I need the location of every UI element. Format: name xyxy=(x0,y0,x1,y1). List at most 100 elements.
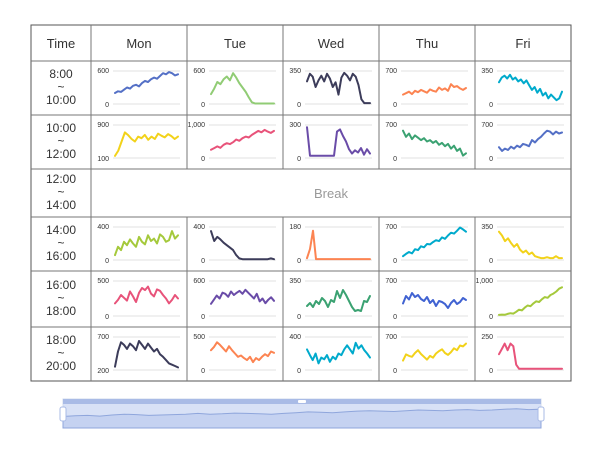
tick-label-min: 0 xyxy=(393,102,397,109)
slot-separator: ~ xyxy=(57,185,64,199)
tick-label-min: 0 xyxy=(489,156,493,163)
slot-end-label: 16:00 xyxy=(46,249,76,263)
tick-label-min: 0 xyxy=(489,102,493,109)
tick-label-min: 0 xyxy=(105,258,109,265)
zoom-slider-handle-right[interactable] xyxy=(537,406,545,422)
slot-separator: ~ xyxy=(57,134,64,148)
tick-label-min: 0 xyxy=(393,314,397,321)
tick-label-max: 700 xyxy=(97,334,109,341)
tick-label-max: 180 xyxy=(289,224,301,231)
tick-label-min: 0 xyxy=(297,314,301,321)
tick-label-max: 400 xyxy=(97,224,109,231)
tick-label-min: 0 xyxy=(201,156,205,163)
zoom-slider-preview-area xyxy=(62,408,542,429)
tick-label-min: 0 xyxy=(393,258,397,265)
tick-label-max: 600 xyxy=(193,68,205,75)
series-line-thu-10001200 xyxy=(402,129,467,157)
series-line-wed-14001600 xyxy=(306,229,371,261)
tick-label-max: 900 xyxy=(97,122,109,129)
tick-label-max: 700 xyxy=(481,122,493,129)
tick-label-max: 1,000 xyxy=(187,122,205,129)
slot-end-label: 12:00 xyxy=(46,147,76,161)
tick-label-min: 0 xyxy=(393,368,397,375)
tick-label-max: 400 xyxy=(289,334,301,341)
series-line-fri-8001000 xyxy=(498,73,563,102)
tick-label-max: 350 xyxy=(481,224,493,231)
tick-label-max: 700 xyxy=(385,334,397,341)
slot-start-label: 12:00 xyxy=(46,172,76,186)
header-time-label: Time xyxy=(47,36,75,51)
tick-label-max: 700 xyxy=(385,122,397,129)
tick-label-min: 100 xyxy=(97,156,109,163)
series-line-thu-8001000 xyxy=(402,83,467,96)
tick-label-min: 0 xyxy=(201,368,205,375)
series-line-thu-16001800 xyxy=(402,292,467,309)
slot-separator: ~ xyxy=(57,236,64,250)
series-line-mon-14001600 xyxy=(114,230,179,257)
slot-separator: ~ xyxy=(57,291,64,305)
header-day-thu: Thu xyxy=(416,36,438,51)
tick-label-max: 600 xyxy=(97,68,109,75)
header-day-fri: Fri xyxy=(515,36,530,51)
slot-start-label: 18:00 xyxy=(46,333,76,347)
tick-label-max: 500 xyxy=(193,334,205,341)
tick-label-max: 500 xyxy=(97,278,109,285)
tick-label-max: 350 xyxy=(481,68,493,75)
tick-label-min: 0 xyxy=(489,368,493,375)
tick-label-min: 0 xyxy=(297,102,301,109)
slot-end-label: 10:00 xyxy=(46,93,76,107)
slot-separator: ~ xyxy=(57,346,64,360)
series-line-fri-14001600 xyxy=(498,230,563,260)
tick-label-max: 350 xyxy=(289,68,301,75)
slot-start-label: 14:00 xyxy=(46,223,76,237)
table-border xyxy=(30,24,572,382)
zoom-slider-grip[interactable] xyxy=(298,400,306,403)
header-day-mon: Mon xyxy=(126,36,151,51)
tick-label-min: 200 xyxy=(97,368,109,375)
series-line-tue-14001600 xyxy=(210,230,275,261)
zoom-slider-handle-left[interactable] xyxy=(59,406,67,422)
slot-start-label: 16:00 xyxy=(46,278,76,292)
tick-label-max: 350 xyxy=(289,278,301,285)
break-label: Break xyxy=(314,186,348,201)
series-line-mon-16001800 xyxy=(114,285,179,305)
series-line-tue-8001000 xyxy=(210,72,275,105)
series-line-wed-16001800 xyxy=(306,289,371,312)
header-day-tue: Tue xyxy=(224,36,246,51)
series-line-thu-18002000 xyxy=(402,342,467,362)
series-line-mon-18002000 xyxy=(114,340,179,369)
tick-label-min: 0 xyxy=(297,156,301,163)
series-line-tue-18002000 xyxy=(210,341,275,364)
series-line-fri-16001800 xyxy=(498,286,563,316)
tick-label-max: 600 xyxy=(193,278,205,285)
series-line-tue-10001200 xyxy=(210,128,275,151)
slot-start-label: 8:00 xyxy=(49,67,73,81)
tick-label-min: 0 xyxy=(105,102,109,109)
tick-label-max: 250 xyxy=(481,334,493,341)
tick-label-max: 700 xyxy=(385,68,397,75)
series-line-mon-8001000 xyxy=(114,71,179,94)
tick-label-min: 0 xyxy=(489,314,493,321)
slot-separator: ~ xyxy=(57,80,64,94)
series-line-tue-16001800 xyxy=(210,288,275,305)
series-line-wed-10001200 xyxy=(306,126,371,157)
tick-label-max: 400 xyxy=(193,224,205,231)
tick-label-max: 700 xyxy=(385,278,397,285)
slot-end-label: 14:00 xyxy=(46,198,76,212)
tick-label-min: 0 xyxy=(489,258,493,265)
tick-label-min: 0 xyxy=(201,258,205,265)
series-line-fri-18002000 xyxy=(498,342,563,370)
tick-label-min: 0 xyxy=(201,102,205,109)
tick-label-min: 0 xyxy=(393,156,397,163)
slot-end-label: 20:00 xyxy=(46,359,76,373)
tick-label-max: 700 xyxy=(385,224,397,231)
series-line-fri-10001200 xyxy=(498,129,563,152)
tick-label-max: 1,000 xyxy=(475,278,493,285)
tick-label-min: 0 xyxy=(297,368,301,375)
series-line-wed-8001000 xyxy=(306,71,371,105)
series-line-mon-10001200 xyxy=(114,131,179,157)
tick-label-min: 0 xyxy=(297,258,301,265)
series-line-wed-18002000 xyxy=(306,341,371,365)
slot-end-label: 18:00 xyxy=(46,304,76,318)
